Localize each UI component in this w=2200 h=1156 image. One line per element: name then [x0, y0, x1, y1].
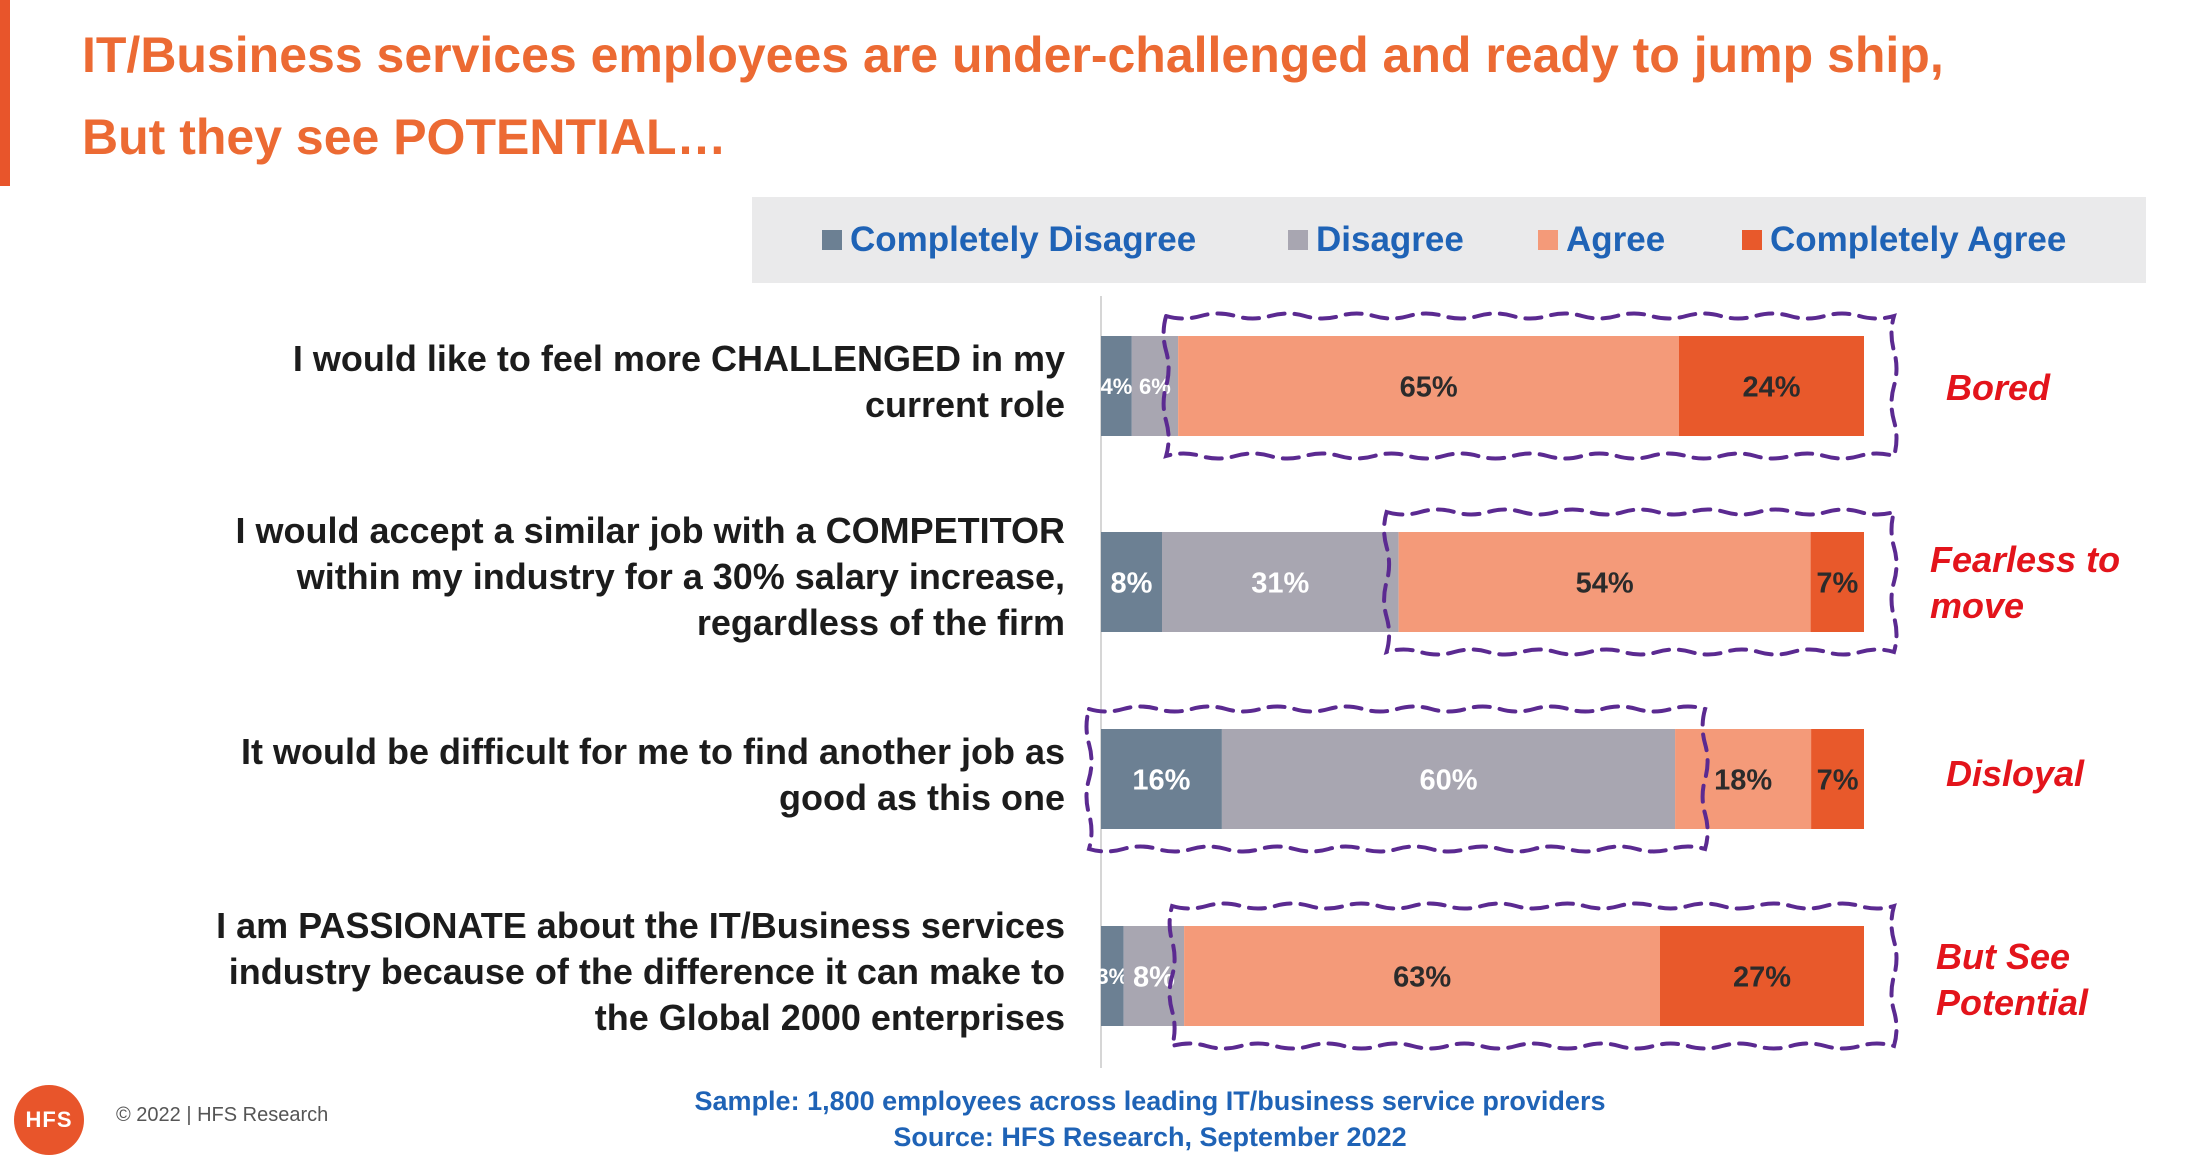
data-label: 31%: [1251, 567, 1309, 599]
label-line: I am PASSIONATE about the IT/Business se…: [216, 905, 1065, 946]
data-label: 7%: [1817, 764, 1859, 796]
data-label: 8%: [1111, 567, 1153, 599]
label-line: regardless of the firm: [696, 602, 1065, 643]
question-label-1: I would like to feel more CHALLENGED in …: [45, 336, 1065, 428]
legend-item-completely-disagree: Completely Disagree: [822, 197, 1196, 283]
copyright-text: © 2022 | HFS Research: [116, 1104, 329, 1126]
category-axis-line: [1100, 296, 1102, 1068]
bar-3-completely-agree: [1811, 729, 1864, 829]
hfs-logo: HFS: [14, 1085, 84, 1155]
highlight-box-2: [1382, 507, 1899, 657]
annotation-bored: Bored: [1946, 365, 2050, 411]
annotation-fearless-to-move: Fearless to move: [1930, 537, 2120, 629]
annotation-line: Disloyal: [1946, 753, 2085, 794]
legend-item-completely-agree: Completely Agree: [1742, 197, 2066, 283]
data-label: 54%: [1576, 567, 1634, 599]
data-label: 3%: [1096, 964, 1128, 989]
legend-label: Agree: [1566, 220, 1666, 259]
annotation-line: Potential: [1936, 982, 2089, 1023]
chart-legend: Completely Disagree Disagree Agree Compl…: [752, 197, 2146, 283]
legend-swatch: [1538, 230, 1558, 250]
label-line: I would like to feel more CHALLENGED in …: [292, 338, 1065, 379]
annotation-line: move: [1930, 585, 2025, 626]
bar-3-completely-disagree: [1101, 729, 1222, 829]
footer-sample: Sample: 1,800 employees across leading I…: [694, 1086, 1606, 1116]
data-label: 18%: [1714, 764, 1772, 796]
label-line: current role: [864, 384, 1065, 425]
label-line: good as this one: [778, 777, 1065, 818]
bar-3-agree: [1675, 729, 1812, 829]
data-label: 24%: [1742, 371, 1800, 403]
bar-2-completely-disagree: [1101, 532, 1162, 632]
annotation-line: Bored: [1946, 367, 2051, 408]
legend-item-agree: Agree: [1538, 197, 1665, 283]
legend-swatch: [1288, 230, 1308, 250]
legend-label: Completely Agree: [1770, 220, 2067, 259]
data-label: 8%: [1133, 961, 1175, 993]
data-label: 60%: [1419, 764, 1477, 796]
question-label-4: I am PASSIONATE about the IT/Business se…: [45, 903, 1065, 1041]
data-label: 16%: [1132, 764, 1190, 796]
highlight-box-1: [1161, 311, 1899, 461]
legend-item-disagree: Disagree: [1288, 197, 1464, 283]
bar-3-disagree: [1221, 729, 1676, 829]
label-line: within my industry for a 30% salary incr…: [296, 556, 1065, 597]
bar-1-agree: [1178, 336, 1680, 436]
annotation-line: Fearless to: [1930, 539, 2121, 580]
legend-swatch: [1742, 230, 1762, 250]
bar-2-completely-agree: [1810, 532, 1864, 632]
highlight-box-3: [1084, 704, 1710, 854]
annotation-but-see-potential: But See Potential: [1936, 934, 2088, 1026]
bar-1-disagree: [1131, 336, 1178, 436]
accent-bar: [0, 0, 10, 186]
title-line-2: But they see POTENTIAL…: [82, 109, 727, 165]
bar-4-completely-disagree: [1101, 926, 1124, 1026]
bar-1-completely-disagree: [1101, 336, 1132, 436]
bar-2-disagree: [1162, 532, 1399, 632]
question-label-2: I would accept a similar job with a COMP…: [45, 508, 1065, 646]
legend-swatch: [822, 230, 842, 250]
annotation-disloyal: Disloyal: [1946, 751, 2084, 797]
title-line-1: IT/Business services employees are under…: [82, 27, 1944, 83]
bar-4-completely-agree: [1660, 926, 1864, 1026]
label-line: It would be difficult for me to find ano…: [241, 731, 1065, 772]
highlight-box-4: [1167, 901, 1899, 1051]
footer-source: Source: HFS Research, September 2022: [893, 1122, 1407, 1152]
legend-label: Disagree: [1316, 220, 1464, 259]
label-line: industry because of the difference it ca…: [228, 951, 1065, 992]
page-title: IT/Business services employees are under…: [82, 14, 2132, 178]
data-label: 7%: [1816, 567, 1858, 599]
question-label-3: It would be difficult for me to find ano…: [45, 729, 1065, 821]
legend-label: Completely Disagree: [850, 220, 1197, 259]
label-line: the Global 2000 enterprises: [594, 997, 1065, 1038]
data-label: 27%: [1733, 961, 1791, 993]
annotation-line: But See: [1936, 936, 2071, 977]
data-label: 65%: [1400, 371, 1458, 403]
bar-1-completely-agree: [1679, 336, 1864, 436]
data-label: 63%: [1393, 961, 1451, 993]
bar-4-agree: [1184, 926, 1660, 1026]
bar-2-agree: [1398, 532, 1811, 632]
label-line: I would accept a similar job with a COMP…: [235, 510, 1065, 551]
data-label: 4%: [1101, 374, 1133, 399]
